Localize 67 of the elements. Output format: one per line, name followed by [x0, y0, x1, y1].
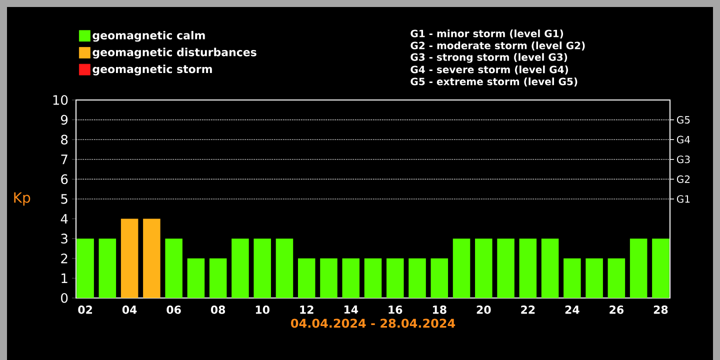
y-tick-label: 4: [60, 214, 68, 224]
y-tick-label: 3: [61, 234, 68, 244]
bar: [452, 238, 470, 298]
ref-line-label: G3: [676, 156, 690, 164]
bar: [320, 258, 338, 298]
bar: [76, 238, 94, 298]
x-tick-label: 18: [432, 306, 446, 314]
bar: [475, 238, 492, 298]
bar: [120, 218, 138, 298]
bar: [187, 258, 205, 298]
bar: [298, 258, 316, 298]
ref-line-label: G2: [676, 175, 690, 183]
bar: [98, 238, 116, 298]
bar: [586, 258, 603, 298]
y-tick-label: 9: [61, 114, 68, 125]
y-tick-label: 1: [62, 273, 68, 283]
bar: [608, 258, 626, 298]
bar: [430, 258, 448, 298]
y-tick-label: 0: [61, 293, 68, 303]
y-tick-label: 7: [61, 154, 68, 164]
bar: [364, 258, 382, 298]
x-tick-label: 22: [521, 306, 535, 314]
y-tick-label: 6: [61, 174, 68, 184]
bar: [232, 238, 249, 298]
bar: [519, 238, 537, 298]
x-tick-label: 08: [210, 306, 226, 314]
x-tick-label: 04: [122, 306, 137, 314]
x-axis-title: 04.04.2024 - 28.04.2024: [291, 318, 456, 328]
text: G5 - extreme storm (level G5): [410, 78, 578, 86]
ref-line-label: G1: [676, 195, 690, 203]
y-tick-label: 10: [53, 95, 68, 105]
x-tick-label: 14: [344, 306, 358, 314]
bar: [209, 258, 227, 298]
text: G1 - minor storm (level G1): [410, 30, 564, 38]
bar: [564, 258, 581, 298]
ref-line-label: G4: [676, 136, 690, 144]
text: G2 - moderate storm (level G2): [410, 42, 585, 50]
x-tick-label: 10: [256, 306, 270, 314]
x-tick-label: 02: [78, 306, 92, 314]
bar: [143, 218, 160, 298]
bar: [342, 258, 360, 298]
bar: [630, 238, 648, 298]
x-tick-label: 16: [388, 306, 402, 314]
bar: [541, 238, 559, 298]
y-axis-title: Kp: [14, 192, 30, 206]
x-tick-label: 06: [166, 306, 181, 314]
y-tick-label: 8: [61, 134, 68, 145]
x-tick-label: 24: [565, 306, 580, 314]
legend-label: geomagnetic calm: [92, 30, 205, 42]
bar: [386, 258, 404, 298]
legend-label: geomagnetic storm: [92, 64, 212, 76]
legend-label: geomagnetic disturbances: [92, 48, 256, 59]
bar: [276, 238, 294, 298]
text: G4 - severe storm (level G4): [410, 66, 568, 74]
bar: [652, 238, 670, 298]
bar: [254, 238, 271, 298]
bar: [165, 238, 182, 298]
bar: [408, 258, 426, 298]
y-tick-label: 2: [61, 254, 68, 264]
x-tick-label: 26: [610, 306, 624, 314]
bar: [497, 238, 514, 298]
x-tick-label: 28: [654, 306, 668, 314]
x-tick-label: 20: [476, 306, 491, 314]
ref-line-label: G5: [676, 116, 690, 124]
y-tick-label: 5: [61, 194, 68, 204]
x-tick-label: 12: [300, 306, 314, 314]
text: G3 - strong storm (level G3): [410, 53, 568, 63]
